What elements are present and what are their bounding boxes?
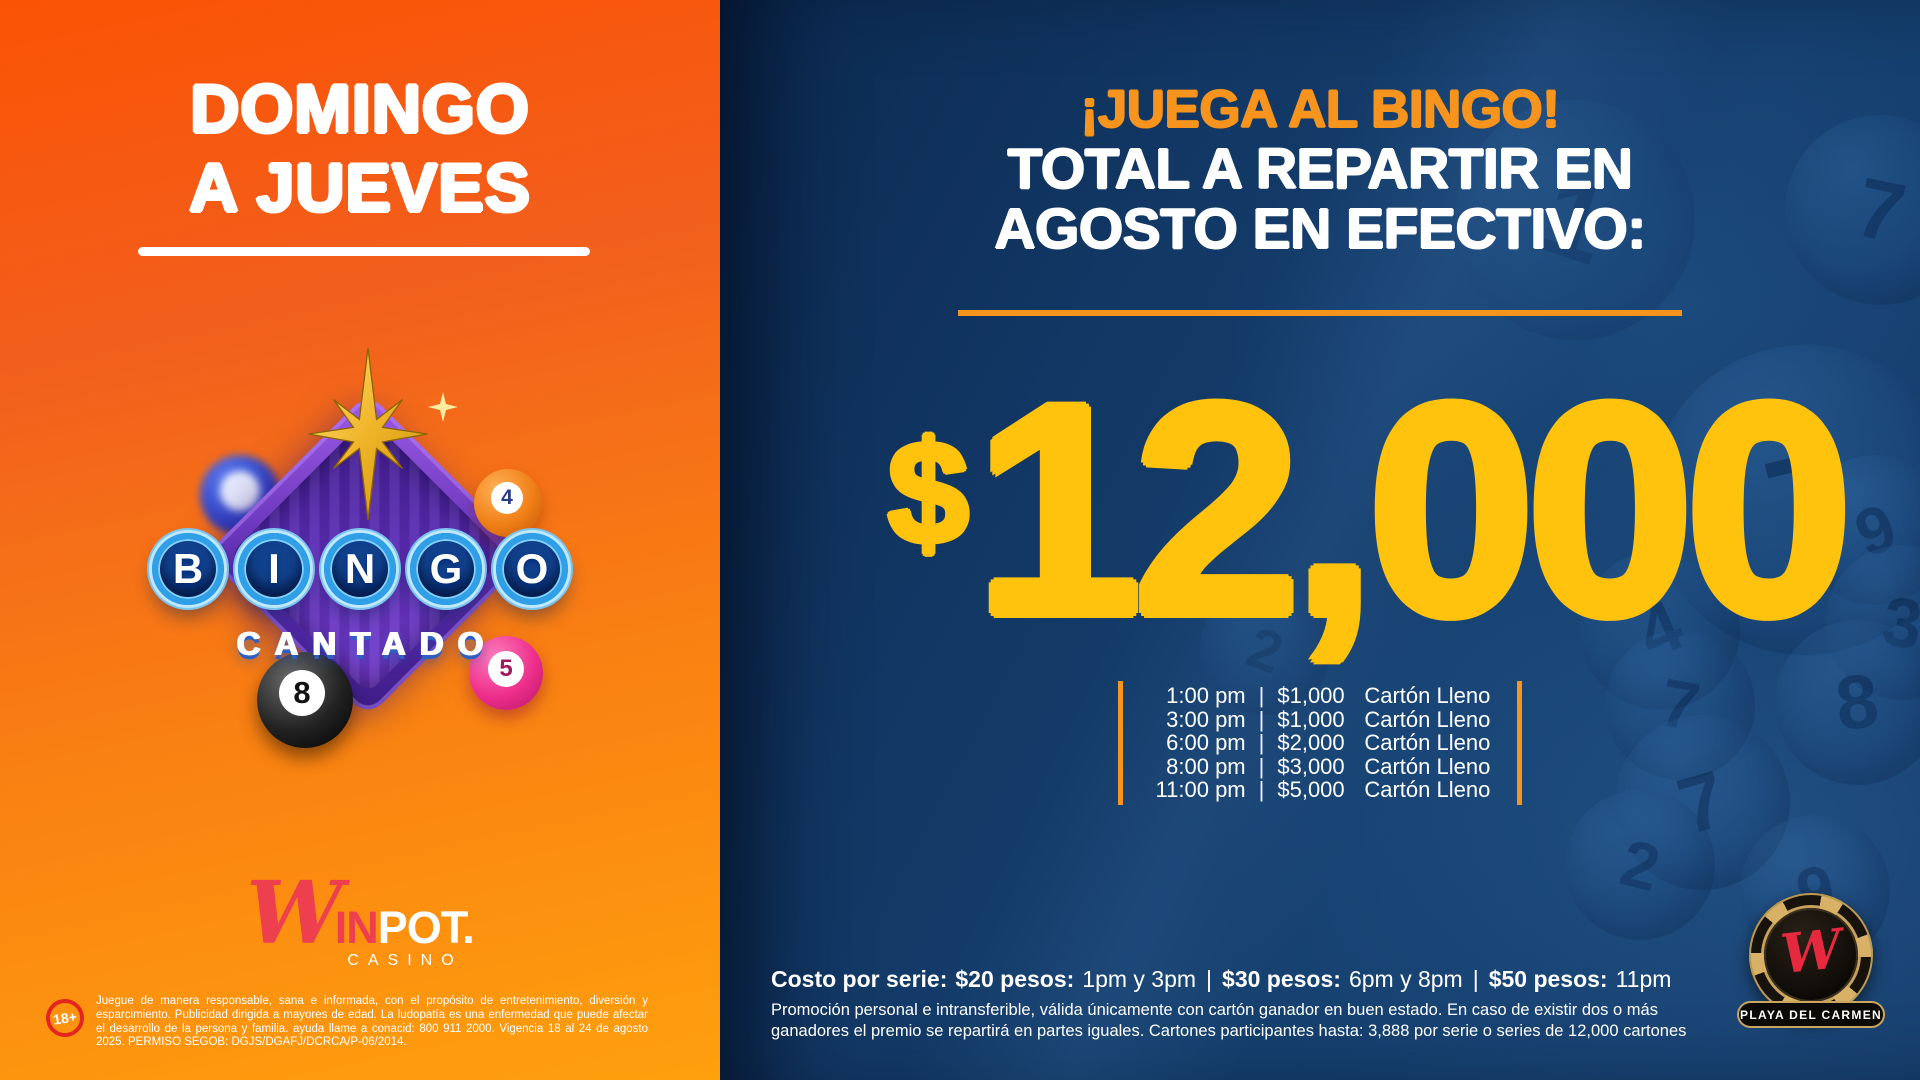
responsible-gaming-legal-text: Juegue de manera responsable, sana e inf… bbox=[96, 995, 648, 1049]
winpot-script-w: W bbox=[246, 863, 343, 964]
schedule-row: 8:00 pm | $3,000 Cartón Lleno bbox=[1150, 753, 1491, 779]
bingo-letter-circle: G bbox=[410, 533, 482, 605]
pricing-tier-times: 1pm y 3pm bbox=[1082, 966, 1197, 992]
bingo-letter: O bbox=[515, 545, 549, 592]
title-underline bbox=[138, 247, 590, 256]
orange-bingo-ball: 4 bbox=[474, 469, 542, 537]
winpot-casino-label: CASINO bbox=[347, 952, 463, 969]
schedule-separator: | bbox=[1258, 683, 1265, 708]
schedule-days-title: DOMINGO A JUEVES bbox=[0, 70, 720, 228]
schedule-prize: $1,000 bbox=[1277, 706, 1345, 732]
bg-bingo-ball: 2 bbox=[1565, 790, 1715, 940]
winpot-in: IN bbox=[334, 902, 379, 953]
schedule-type: Cartón Lleno bbox=[1364, 706, 1491, 732]
schedule-wrap: 1:00 pm | $1,000 Cartón Lleno 3:00 pm | … bbox=[720, 681, 1920, 805]
schedule-time: 1:00 pm bbox=[1166, 683, 1246, 708]
schedule-row: 1:00 pm | $1,000 Cartón Lleno bbox=[1150, 683, 1491, 708]
pricing-label: Costo por serie: bbox=[771, 966, 948, 992]
bingo-letter-circle: N bbox=[324, 533, 396, 605]
schedule-row: 3:00 pm | $1,000 Cartón Lleno bbox=[1150, 706, 1491, 732]
pricing-tier-times: 6pm y 8pm bbox=[1348, 966, 1463, 992]
chip-inner: W bbox=[1764, 908, 1858, 1002]
bingo-letter: B bbox=[172, 545, 204, 592]
schedule-type: Cartón Lleno bbox=[1364, 777, 1491, 803]
title-line-2: A JUEVES bbox=[189, 150, 531, 226]
headline-accent: ¡JUEGA AL BINGO! bbox=[1080, 80, 1560, 139]
pricing-tier-price: $50 pesos: bbox=[1488, 966, 1608, 992]
logo-subtitle: CANTADO bbox=[236, 625, 498, 662]
schedule-prize: $5,000 bbox=[1277, 777, 1345, 803]
pricing-separator: | bbox=[1472, 966, 1479, 992]
schedule-separator: | bbox=[1258, 777, 1265, 803]
schedule-separator: | bbox=[1258, 730, 1265, 756]
pink-bingo-ball: 5 bbox=[469, 636, 543, 710]
bingo-cantado-logo: 4 8 5 B I N G O CANTADO bbox=[0, 330, 720, 770]
right-panel: 7 1 7 9 4 3 8 7 7 2 9 2 ¡JUEGA AL BINGO!… bbox=[720, 0, 1920, 1080]
schedule-time: 8:00 pm bbox=[1166, 753, 1246, 779]
casino-chip-badge: W bbox=[1749, 893, 1873, 1017]
bingo-letter-circle: I bbox=[238, 533, 310, 605]
winpot-pot: POT. bbox=[377, 902, 475, 953]
black-eight-ball: 8 bbox=[257, 652, 353, 748]
headline-line-2: TOTAL A REPARTIR EN bbox=[1007, 137, 1633, 201]
bingo-letter-circle: O bbox=[496, 533, 568, 605]
prize-value: 12,000 bbox=[974, 341, 1853, 677]
orange-ball-number: 4 bbox=[491, 482, 523, 514]
schedule-type: Cartón Lleno bbox=[1364, 730, 1491, 756]
left-panel: DOMINGO A JUEVES 4 8 bbox=[0, 0, 720, 1080]
bingo-letter: I bbox=[268, 545, 280, 592]
series-pricing: Costo por serie: $20 pesos: 1pm y 3pm | … bbox=[771, 966, 1671, 993]
schedule-prize: $1,000 bbox=[1277, 683, 1345, 708]
schedule-type: Cartón Lleno bbox=[1364, 753, 1491, 779]
black-ball-number: 8 bbox=[279, 670, 325, 716]
pricing-separator: | bbox=[1206, 966, 1213, 992]
schedule-table: 1:00 pm | $1,000 Cartón Lleno 3:00 pm | … bbox=[1117, 681, 1523, 805]
schedule-time: 3:00 pm bbox=[1166, 706, 1246, 732]
schedule-row: 6:00 pm | $2,000 Cartón Lleno bbox=[1150, 730, 1491, 756]
schedule-separator: | bbox=[1258, 753, 1265, 779]
pricing-tier-price: $20 pesos: bbox=[955, 966, 1075, 992]
bingo-letter: N bbox=[344, 545, 376, 592]
pink-ball-number: 5 bbox=[488, 651, 524, 687]
promo-fine-print: Promoción personal e intransferible, vál… bbox=[771, 1001, 1687, 1040]
location-badge: PLAYA DEL CARMEN bbox=[1737, 1001, 1885, 1028]
bingo-letter-circles: B I N G O bbox=[0, 533, 720, 605]
schedule-row: 11:00 pm | $5,000 Cartón Lleno bbox=[1150, 778, 1491, 802]
title-line-1: DOMINGO bbox=[190, 71, 530, 147]
prize-currency-sign: $ bbox=[887, 411, 969, 574]
schedule-time: 11:00 pm bbox=[1155, 777, 1246, 803]
schedule-prize: $2,000 bbox=[1277, 730, 1345, 756]
schedule-type: Cartón Lleno bbox=[1364, 683, 1491, 708]
orange-divider bbox=[958, 310, 1682, 316]
sparkle-icon bbox=[428, 392, 458, 422]
bingo-letter-circle: B bbox=[152, 533, 224, 605]
pricing-tier-times: 11pm bbox=[1615, 966, 1672, 992]
schedule-prize: $3,000 bbox=[1277, 753, 1345, 779]
gold-star-icon bbox=[308, 348, 428, 520]
chip-monogram: W bbox=[1777, 916, 1845, 986]
winpot-logo: W IN POT. bbox=[0, 863, 720, 964]
schedule-separator: | bbox=[1258, 706, 1265, 732]
bingo-letter: G bbox=[429, 545, 463, 592]
headline-line-3: AGOSTO EN EFECTIVO: bbox=[994, 197, 1646, 261]
headline-block: ¡JUEGA AL BINGO! TOTAL A REPARTIR EN AGO… bbox=[720, 80, 1920, 259]
prize-amount: $ 12,000 bbox=[766, 341, 1920, 677]
pricing-tier-price: $30 pesos: bbox=[1222, 966, 1341, 992]
schedule-time: 6:00 pm bbox=[1166, 730, 1246, 756]
age-18-badge: 18+ bbox=[43, 996, 87, 1040]
